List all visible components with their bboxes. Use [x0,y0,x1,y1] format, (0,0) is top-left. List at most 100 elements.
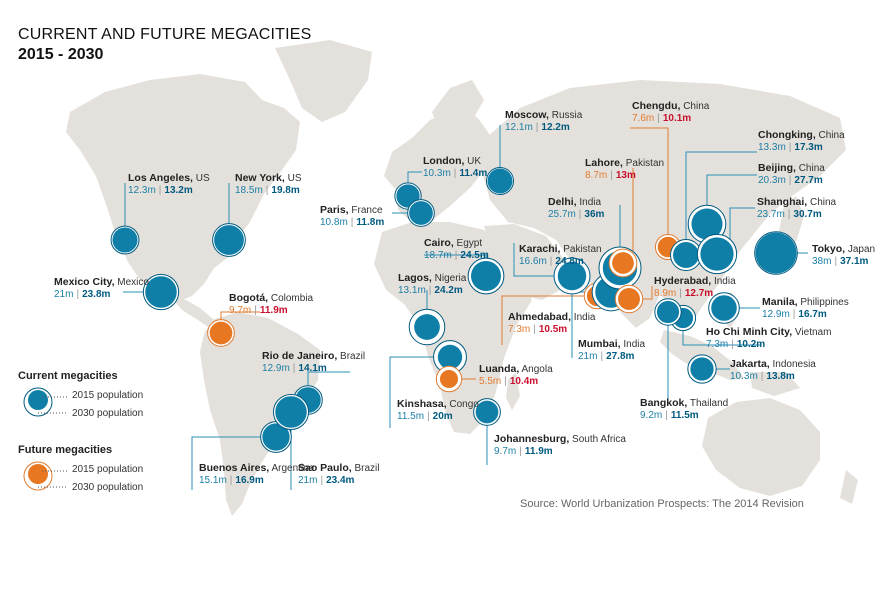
city-name: Jakarta, [730,358,770,370]
pop-2015: 9.2m [640,410,663,421]
bubble-2015-karachi [557,261,587,291]
city-label-hyderabad: Hyderabad, India 8.9m | 12.7m [654,275,736,300]
city-label-bangkok: Bangkok, Thailand 9.2m | 11.5m [640,397,728,422]
city-label-jakarta: Jakarta, Indonesia 10.3m | 13.8m [730,358,816,383]
city-label-ho-chi-minh-city: Ho Chi Minh City, Vietnam 7.3m | 10.2m [706,326,831,351]
city-name: Sao Paulo, [298,462,352,474]
madagascar-shape [506,372,520,410]
city-name: Paris, [320,204,349,216]
city-name: New York, [235,172,285,184]
pop-2015: 13.3m [758,142,786,153]
pop-2015: 13.1m [398,285,426,296]
city-bubbles [23,167,798,491]
city-label-karachi: Karachi, Pakistan 16.6m | 24.8m [519,243,602,268]
pop-2030: 10.1m [662,113,692,124]
new-guinea-shape [750,372,800,396]
pop-separator: | [229,475,233,486]
pop-2030: 24.5m [460,250,489,261]
city-country: China [815,130,845,141]
pop-2015: 7.3m [508,324,531,335]
city-name: Luanda, [479,363,520,375]
city-label-mumbai: Mumbai, India 21m | 27.8m [578,338,645,363]
pop-separator: | [792,309,796,320]
pop-separator: | [265,185,269,196]
pop-2015: 7.3m [706,339,729,350]
pop-separator: | [665,410,668,421]
legend-current-bubble-fill [28,390,48,410]
pop-2030: 12.7m [684,288,714,299]
bubble-2015-shanghai [700,237,734,271]
pop-separator: | [454,250,458,261]
pop-2030: 20m [432,411,453,422]
city-label-tokyo: Tokyo, Japan 38m | 37.1m [812,243,875,268]
city-name: Manila, [762,296,798,308]
city-country: South Africa [569,434,626,445]
pop-separator: | [788,142,792,153]
city-label-rio-de-janeiro: Rio de Janeiro, Brazil 12.9m | 14.1m [262,350,365,375]
pop-2015: 8.9m [654,288,677,299]
pop-2030: 24.8m [555,256,584,267]
pop-2015: 12.9m [262,363,290,374]
city-country: India [620,339,646,350]
city-country: Indonesia [769,359,816,370]
city-name: Mumbai, [578,338,621,350]
bubble-2015-bangkok [656,300,680,324]
city-name: Johannesburg, [494,433,570,445]
source-note: Source: World Urbanization Prospects: Th… [520,498,804,510]
city-name: Los Angeles, [128,172,193,184]
pop-2015: 5.5m [479,376,502,387]
pop-separator: | [428,285,432,296]
pop-2030: 11.5m [670,410,699,421]
pop-2015: 20.3m [758,175,786,186]
scandinavia-shape [432,80,484,132]
pop-2030: 14.1m [298,363,327,374]
pop-2030: 13.8m [766,371,795,382]
bubble-2015-sao-paulo [275,396,307,428]
pop-2030: 13m [615,170,636,181]
city-label-delhi: Delhi, India 25.7m | 36m [548,196,604,221]
pop-2030: 27.8m [606,351,635,362]
city-country: China [795,163,825,174]
bubble-2015-los-angeles [112,227,138,253]
city-label-new-york: New York, US 18.5m | 19.8m [235,172,301,197]
city-name: Bangkok, [640,397,688,409]
pop-2015: 10.8m [320,217,348,228]
pop-2030: 11.9m [524,446,553,457]
pop-2015: 18.7m [424,250,452,261]
pop-2015: 16.6m [519,256,547,267]
pop-separator: | [787,209,791,220]
pop-2015: 21m [298,475,318,486]
pop-2030: 19.8m [271,185,300,196]
legend-current-2030: 2030 population [72,408,144,419]
city-label-mexico-city: Mexico City, Mexico 21m | 23.8m [54,276,149,301]
pop-2015: 8.7m [585,170,608,181]
pop-2015: 21m [578,351,598,362]
pop-separator: | [679,288,682,299]
city-label-lagos: Lagos, Nigeria 13.1m | 24.2m [398,272,466,297]
bubble-2015-manila [711,295,737,321]
pop-2015: 23.7m [757,209,785,220]
pop-2015: 9.7m [229,305,252,316]
city-country: China [807,197,837,208]
pop-2030: 23.8m [82,289,111,300]
city-name: Chongking, [758,129,816,141]
city-country: Argentina [269,463,315,474]
city-country: India [571,312,596,323]
pop-separator: | [834,256,838,267]
pop-2015: 25.7m [548,209,576,220]
bubble-2015-beijing [691,208,723,240]
bubble-2015-buenos-aires [262,423,290,451]
legend-current-2015: 2015 population [72,390,144,401]
middle-east-shape [484,224,566,300]
bubble-2015-bogot [209,321,233,345]
pop-2030: 10.4m [509,376,539,387]
city-label-moscow: Moscow, Russia 12.1m | 12.2m [505,109,582,134]
pop-2015: 12.3m [128,185,156,196]
city-label-sao-paulo: Sao Paulo, Brazil 21m | 23.4m [298,462,379,487]
pop-2015: 11.5m [397,411,425,422]
city-name: Lagos, [398,272,432,284]
south-america-shape [200,312,320,516]
bubble-2015-cairo [471,261,501,291]
city-country: US [192,173,210,184]
